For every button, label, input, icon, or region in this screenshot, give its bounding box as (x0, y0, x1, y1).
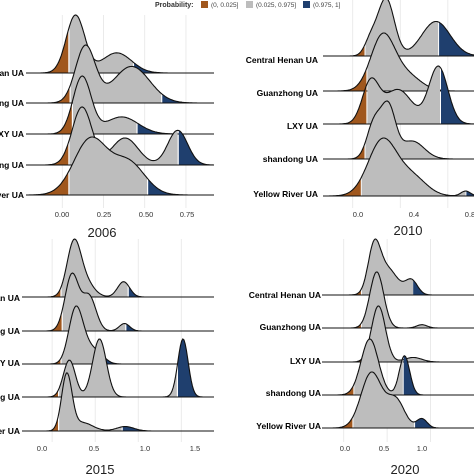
x-tick-label: 0.4 (409, 210, 419, 219)
lower-tail-region (322, 289, 361, 295)
x-tick-label: 0.25 (97, 210, 112, 219)
panel-2010: Central Henan UA Guanzhong UA LXY UA sha… (246, 0, 474, 238)
upper-tail-region (178, 339, 214, 397)
density-curve (22, 338, 214, 398)
density-curve (322, 305, 474, 363)
row-label: ong UA (0, 160, 24, 170)
row-label: iver UA (0, 426, 20, 436)
middle-region (361, 306, 426, 362)
lower-tail-region (323, 144, 365, 159)
lower-tail-region (22, 312, 62, 331)
middle-region (69, 137, 147, 195)
middle-region (365, 101, 474, 159)
row-label: shandong UA (266, 388, 321, 398)
density-curve (26, 44, 214, 104)
row-label: XY UA (0, 129, 24, 139)
middle-region (59, 339, 177, 397)
upper-tail-region (134, 62, 213, 73)
x-tick-label: 0.5 (89, 444, 99, 453)
legend-swatch-middle (246, 1, 253, 8)
middle-region (61, 306, 102, 364)
x-tick-label: 0.0 (37, 444, 47, 453)
upper-tail-region (178, 130, 213, 165)
upper-tail-region (162, 94, 213, 103)
legend-swatch-upper (303, 1, 310, 8)
upper-tail-region (413, 280, 474, 295)
x-tick-label: 1.5 (190, 444, 200, 453)
legend-label-middle: (0.025, 0.975] (256, 2, 296, 9)
x-tick-label: 0.5 (379, 444, 389, 453)
legend-label-lower: (0, 0.025] (211, 2, 239, 9)
lower-tail-region (26, 103, 72, 134)
row-label: Yellow River UA (256, 421, 321, 431)
legend-swatch-lower (201, 1, 208, 8)
x-tick-label: 0.0 (340, 444, 350, 453)
row-label: XY UA (0, 358, 20, 368)
row-label: Guanzhong UA (257, 88, 318, 98)
lower-tail-region (22, 417, 58, 431)
x-tick-label: 0.75 (180, 210, 195, 219)
lower-tail-region (323, 178, 361, 196)
x-tick-label: 0.50 (139, 210, 154, 219)
row-label: River UA (0, 190, 24, 200)
row-label: Yellow River UA (253, 189, 318, 199)
row-label: Central Henan UA (246, 55, 318, 65)
x-tick-label: 0.8 (465, 210, 474, 219)
lower-tail-region (323, 85, 367, 124)
row-label: ong UA (0, 392, 20, 402)
panel-title: 2006 (88, 225, 117, 240)
row-label: nan UA (0, 293, 20, 303)
middle-region (353, 372, 415, 428)
lower-tail-region (26, 172, 69, 195)
middle-region (361, 239, 414, 295)
upper-tail-region (439, 22, 474, 56)
x-tick-label: 0.0 (353, 210, 363, 219)
panel-2006: nan UA ong UA XY UA ong UA River UA 0.00… (0, 14, 215, 240)
density-curve (323, 65, 474, 125)
lower-tail-region (22, 390, 58, 397)
upper-tail-region (126, 324, 214, 331)
legend: Probability: (0, 0.025] (0.025, 0.975] (… (155, 1, 341, 9)
lower-tail-region (322, 385, 354, 395)
panel-title: 2020 (391, 462, 420, 474)
x-tick-label: 1.0 (417, 444, 427, 453)
density-curve (26, 106, 215, 166)
upper-tail-region (403, 355, 474, 395)
lower-tail-region (26, 87, 70, 103)
upper-tail-region (137, 123, 213, 134)
upper-tail-region (128, 286, 214, 297)
lower-tail-region (22, 359, 61, 364)
middle-region (59, 373, 122, 431)
panel-2020: Central Henan UA Guanzhong UA LXY UA sha… (249, 238, 474, 474)
row-label: LXY UA (287, 121, 318, 131)
panel-title: 2010 (394, 223, 423, 238)
lower-tail-region (26, 143, 69, 165)
density-curve (22, 272, 214, 332)
row-label: LXY UA (290, 356, 321, 366)
panel-title: 2015 (86, 462, 115, 474)
lower-tail-region (323, 45, 365, 56)
legend-label-upper: (0.975, 1] (313, 2, 341, 9)
middle-region (361, 138, 466, 196)
row-label: Guanzhong UA (260, 322, 321, 332)
x-tick-label: 1.0 (140, 444, 150, 453)
x-tick-label: 0.00 (55, 210, 70, 219)
row-label: shandong UA (263, 154, 318, 164)
row-label: ong UA (0, 326, 20, 336)
lower-tail-region (322, 417, 353, 428)
upper-tail-region (102, 355, 214, 364)
density-curve (323, 137, 474, 197)
row-label: nan UA (0, 68, 24, 78)
legend-title: Probability: (155, 2, 194, 9)
lower-tail-region (323, 69, 367, 91)
upper-tail-region (148, 179, 213, 195)
row-label: ong UA (0, 98, 24, 108)
lower-tail-region (22, 288, 61, 297)
row-label: Central Henan UA (249, 290, 321, 300)
lower-tail-region (26, 30, 69, 73)
panel-2015: nan UA ong UA XY UA ong UA iver UA 0.0 0… (0, 238, 214, 474)
upper-tail-region (441, 68, 474, 124)
